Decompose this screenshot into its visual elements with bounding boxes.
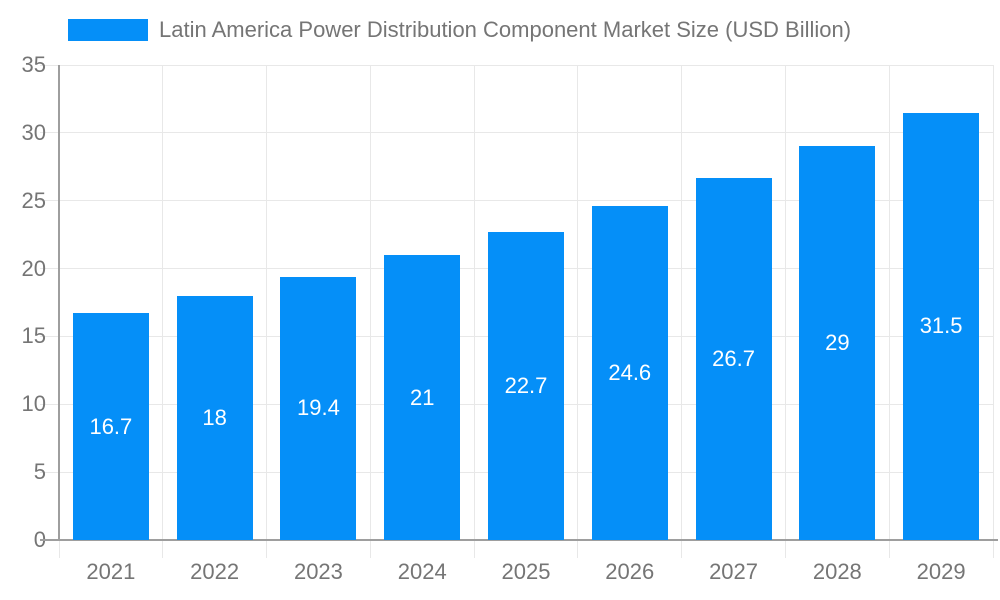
- bar-2027[interactable]: 26.7: [695, 177, 772, 540]
- y-tick-label-5: 5: [33, 459, 46, 485]
- x-tick-label-2023: 2023: [293, 559, 343, 584]
- bar-value-label-2022: 18: [202, 404, 227, 430]
- y-axis-line: [58, 65, 60, 540]
- bar-value-label-2023: 19.4: [297, 395, 340, 421]
- bar-2024[interactable]: 21: [384, 255, 461, 540]
- x-tick-label-2026: 2026: [605, 559, 655, 584]
- x-tick-label-2025: 2025: [501, 559, 551, 584]
- bar-value-label-2029: 31.5: [919, 313, 963, 339]
- bar-2028[interactable]: 29: [799, 146, 876, 540]
- y-gridline-25: [40, 200, 993, 202]
- x-gridline-5: [577, 65, 579, 558]
- y-tick-label-30: 30: [21, 119, 46, 145]
- legend-label: Latin America Power Distribution Compone…: [159, 17, 852, 42]
- x-gridline-9: [992, 65, 994, 558]
- bar-value-label-2024: 21: [409, 384, 435, 410]
- legend-item[interactable]: Latin America Power Distribution Compone…: [68, 17, 851, 43]
- y-tick-label-35: 35: [21, 52, 46, 77]
- x-tick-label-2029: 2029: [916, 559, 966, 584]
- x-gridline-8: [888, 65, 890, 558]
- y-tick-label-15: 15: [21, 323, 46, 349]
- x-tick-label-2022: 2022: [190, 559, 240, 584]
- bar-value-label-2026: 24.6: [608, 360, 652, 386]
- x-tick-label-2028: 2028: [812, 559, 862, 584]
- x-tick-label-2027: 2027: [709, 559, 759, 584]
- x-tick-label-2024: 2024: [397, 559, 447, 584]
- y-tick-label-10: 10: [21, 391, 46, 417]
- x-gridline-1: [162, 65, 164, 558]
- bar-value-label-2025: 22.7: [504, 372, 548, 398]
- x-axis-line: [40, 539, 998, 541]
- x-gridline-2: [266, 65, 268, 558]
- bar-2023[interactable]: 19.4: [280, 276, 357, 540]
- x-gridline-7: [784, 65, 786, 558]
- bar-value-label-2021: 16.7: [89, 413, 133, 439]
- bar-value-label-2027: 26.7: [712, 345, 755, 371]
- legend-swatch: [68, 19, 148, 41]
- x-gridline-4: [473, 65, 475, 558]
- bar-2026[interactable]: 24.6: [591, 206, 668, 540]
- y-gridline-30: [40, 132, 993, 134]
- bar-2025[interactable]: 22.7: [488, 231, 564, 540]
- y-gridline-35: [40, 64, 993, 66]
- x-tick-label-2021: 2021: [86, 559, 136, 584]
- y-tick-label-20: 20: [21, 255, 46, 281]
- y-tick-label-25: 25: [21, 187, 46, 213]
- y-tick-label-0: 0: [33, 527, 46, 552]
- x-gridline-6: [681, 65, 683, 558]
- bar-2022[interactable]: 18: [176, 295, 253, 540]
- bar-2021[interactable]: 16.7: [72, 313, 149, 540]
- bar-2029[interactable]: 31.5: [903, 112, 980, 540]
- bar-value-label-2028: 29: [825, 330, 850, 356]
- x-gridline-3: [369, 65, 371, 558]
